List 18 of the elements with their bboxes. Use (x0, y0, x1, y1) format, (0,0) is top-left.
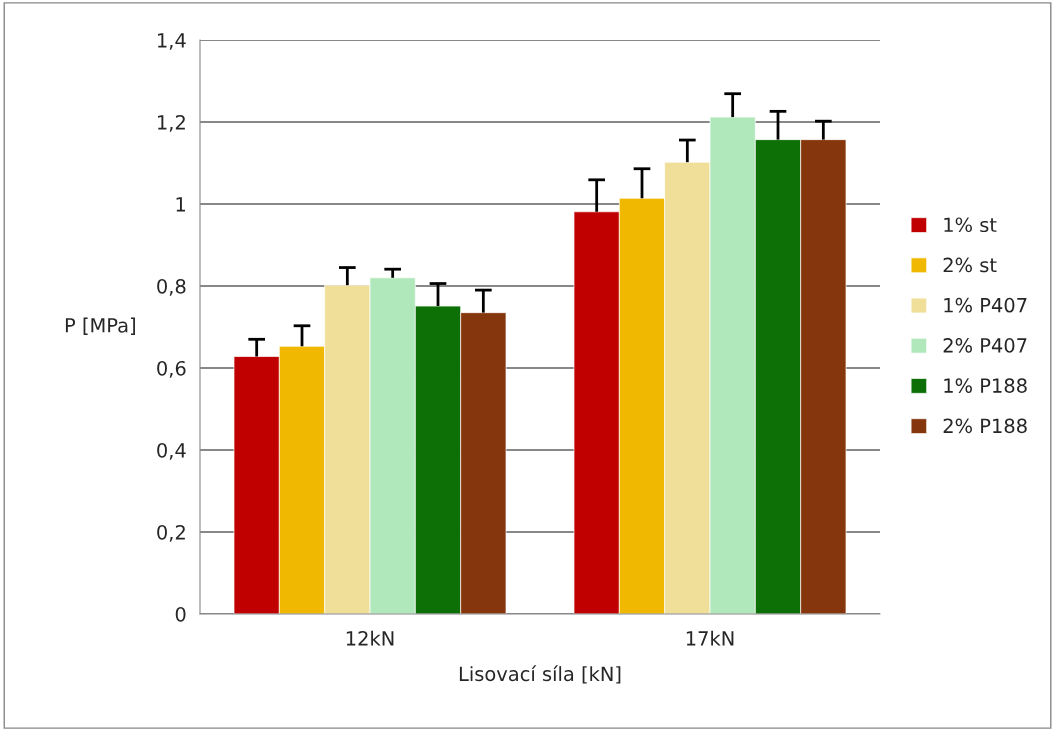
y-tick-label: 0,6 (157, 360, 186, 378)
y-tick-label: 1,2 (158, 114, 185, 132)
y-axis-title: P [MPa] (65, 317, 135, 335)
y-tick-label: 0,8 (157, 278, 186, 296)
legend-label: 1% st (944, 217, 997, 233)
legend-label: 1% P188 (944, 378, 1027, 393)
x-axis-title: Lisovací síla [kN] (459, 665, 621, 684)
legend-label: 2% st (943, 257, 997, 273)
y-tick-label: 0,4 (157, 442, 186, 460)
x-tick-label: 12kN (346, 630, 394, 646)
y-tick-label: 0,2 (157, 524, 185, 542)
legend-label: 2% P407 (943, 338, 1027, 353)
legend-label: 2% P188 (943, 418, 1027, 434)
y-tick-label: 0 (175, 606, 186, 622)
legend-label: 1% P407 (944, 297, 1027, 313)
y-tick-label: 1 (176, 197, 186, 212)
x-tick-label: 17kN (686, 630, 734, 646)
y-tick-label: 1,4 (158, 33, 186, 50)
